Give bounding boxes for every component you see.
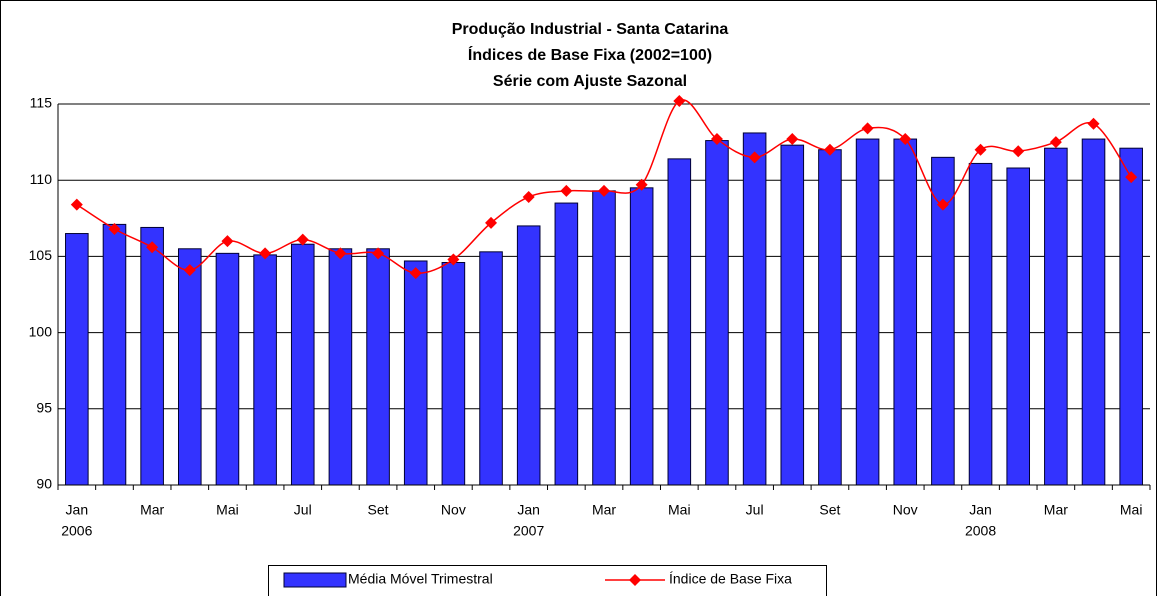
marker bbox=[786, 133, 799, 146]
y-tick-label: 115 bbox=[30, 95, 53, 111]
bar bbox=[65, 233, 89, 486]
bar bbox=[893, 138, 918, 486]
marker bbox=[1049, 136, 1062, 149]
marker bbox=[936, 198, 949, 211]
x-tick-label: Jul bbox=[294, 502, 312, 518]
bar bbox=[855, 138, 880, 486]
bar bbox=[1044, 147, 1068, 486]
x-tick-label: Jan bbox=[66, 502, 89, 518]
legend-label: Média Móvel Trimestral bbox=[348, 571, 493, 587]
bar bbox=[366, 248, 390, 486]
bar bbox=[742, 132, 767, 486]
bar bbox=[253, 254, 277, 486]
bar bbox=[592, 190, 616, 486]
marker bbox=[183, 264, 196, 277]
marker bbox=[1012, 145, 1025, 158]
legend bbox=[268, 565, 827, 596]
marker bbox=[861, 122, 874, 135]
x-tick-label: Mai bbox=[216, 502, 239, 518]
marker bbox=[974, 143, 987, 156]
bar bbox=[780, 144, 805, 486]
marker bbox=[1087, 117, 1100, 130]
marker bbox=[372, 247, 385, 260]
bar bbox=[1119, 147, 1143, 486]
y-tick-label: 105 bbox=[29, 247, 53, 263]
marker bbox=[673, 94, 686, 107]
marker bbox=[522, 190, 535, 203]
y-tick-label: 100 bbox=[29, 323, 53, 339]
line bbox=[76, 99, 1132, 274]
marker bbox=[296, 233, 309, 246]
x-tick-label: Set bbox=[819, 502, 840, 518]
marker bbox=[485, 216, 498, 229]
bar bbox=[554, 202, 579, 486]
marker bbox=[447, 253, 460, 266]
legend-label: Índice de Base Fixa bbox=[669, 571, 792, 587]
x-tick-label: Nov bbox=[441, 502, 466, 518]
x-year-label: 2008 bbox=[965, 523, 996, 539]
bar bbox=[667, 158, 692, 486]
x-tick-label: Mar bbox=[592, 502, 616, 518]
chart-title: Série com Ajuste Sazonal bbox=[493, 73, 687, 90]
marker bbox=[710, 133, 723, 146]
marker bbox=[70, 198, 83, 211]
bar bbox=[102, 223, 127, 486]
x-tick-label: Mar bbox=[140, 502, 164, 518]
x-year-label: 2006 bbox=[61, 523, 92, 539]
chart-title: Produção Industrial - Santa Catarina bbox=[452, 21, 729, 38]
bar bbox=[479, 251, 503, 486]
marker bbox=[146, 241, 159, 254]
bar bbox=[403, 260, 428, 486]
marker bbox=[108, 222, 121, 235]
y-tick-label: 90 bbox=[36, 476, 52, 492]
bar bbox=[629, 187, 654, 486]
bar bbox=[328, 248, 353, 486]
x-tick-label: Jan bbox=[969, 502, 992, 518]
legend-swatch bbox=[283, 572, 347, 588]
marker bbox=[899, 133, 912, 146]
legend-swatch bbox=[629, 574, 641, 586]
y-tick-label: 110 bbox=[30, 171, 53, 187]
bar bbox=[516, 225, 541, 486]
bar bbox=[1006, 167, 1031, 486]
marker bbox=[1125, 171, 1138, 184]
marker bbox=[823, 143, 836, 156]
marker bbox=[598, 184, 610, 197]
bar bbox=[177, 248, 202, 486]
bar bbox=[1081, 138, 1106, 486]
x-tick-label: Mai bbox=[1120, 502, 1143, 518]
chart-title: Índices de Base Fixa (2002=100) bbox=[468, 45, 712, 64]
bar bbox=[705, 140, 729, 486]
marker bbox=[635, 178, 648, 191]
x-tick-label: Mai bbox=[668, 502, 691, 518]
marker bbox=[748, 151, 761, 164]
bar bbox=[290, 243, 315, 486]
x-tick-label: Jul bbox=[746, 502, 764, 518]
bar bbox=[215, 252, 240, 486]
marker bbox=[560, 184, 573, 197]
x-tick-label: Nov bbox=[893, 502, 918, 518]
y-tick-label: 95 bbox=[36, 400, 52, 416]
bar bbox=[818, 149, 842, 486]
x-tick-label: Jan bbox=[517, 502, 540, 518]
marker bbox=[221, 235, 234, 248]
x-tick-label: Mar bbox=[1044, 502, 1068, 518]
marker bbox=[259, 247, 272, 260]
x-tick-label: Set bbox=[368, 502, 389, 518]
marker bbox=[334, 247, 347, 260]
bar bbox=[968, 162, 993, 486]
bar bbox=[441, 261, 466, 486]
marker bbox=[409, 267, 422, 280]
bar bbox=[140, 226, 164, 486]
x-year-label: 2007 bbox=[513, 523, 544, 539]
